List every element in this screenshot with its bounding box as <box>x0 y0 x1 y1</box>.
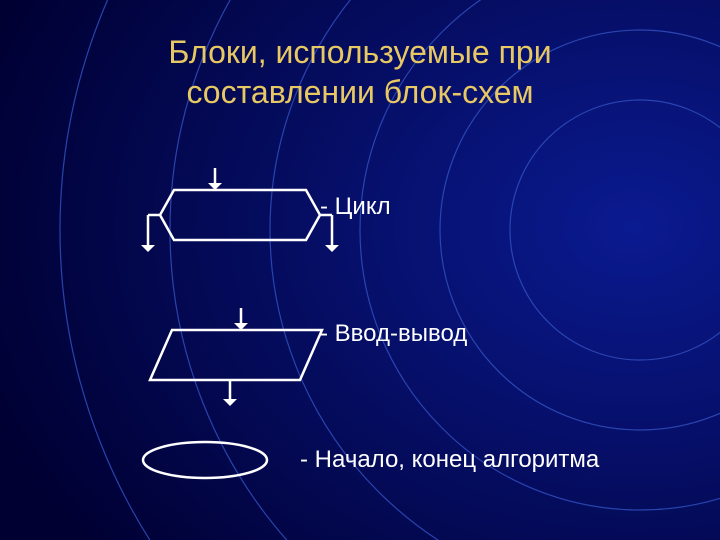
io-block-icon <box>130 300 340 410</box>
cycle-label: - Цикл <box>320 193 391 221</box>
title-line-1: Блоки, используемые при <box>0 32 720 72</box>
title-line-2: составлении блок-схем <box>0 72 720 112</box>
slide-title: Блоки, используемые при составлении блок… <box>0 32 720 112</box>
cycle-block-icon <box>130 160 350 270</box>
terminal-block-icon <box>130 440 300 490</box>
io-label: - Ввод-вывод <box>320 320 467 348</box>
terminal-label: - Начало, конец алгоритма <box>300 446 599 474</box>
slide: Блоки, используемые при составлении блок… <box>0 0 720 540</box>
